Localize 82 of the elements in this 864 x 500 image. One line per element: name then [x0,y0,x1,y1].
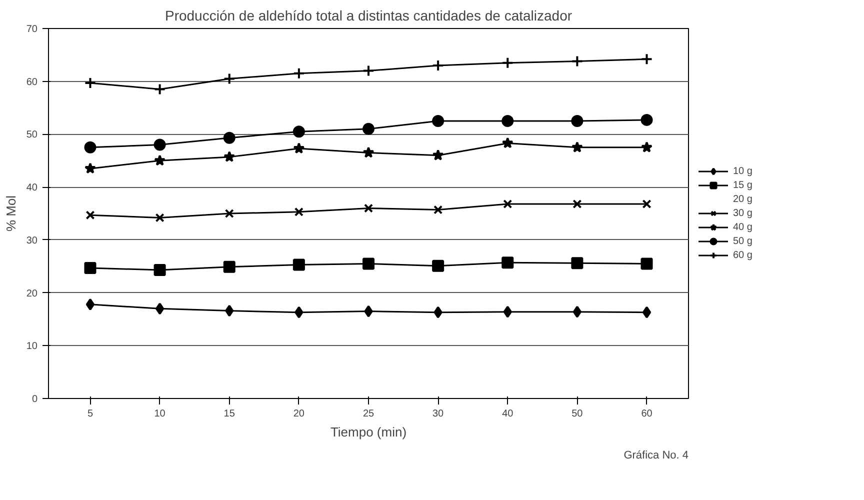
point [292,67,305,80]
point [640,53,653,66]
x-tick-label: 20 [293,408,305,420]
legend-label: 15 g [733,178,753,192]
point [432,149,444,160]
text: Gráfica No. 4 [624,450,689,462]
point [294,207,304,216]
point [571,55,584,68]
point [84,76,96,89]
point [223,132,236,144]
point [154,83,166,96]
point [642,199,652,209]
x-tick-label: 50 [572,408,584,420]
legend-label: 10 g [733,164,753,178]
point [572,306,582,318]
x-tick-label: 25 [362,408,374,420]
point [502,56,514,69]
point [155,302,164,315]
point [223,260,236,273]
point [432,260,444,272]
point [292,258,305,271]
point [571,141,583,152]
point [640,114,653,126]
point [571,257,584,270]
point [432,115,444,127]
y-tick-label: 50 [26,130,38,141]
y-tick-label: 30 [26,235,38,246]
point [364,305,373,318]
x-axis-title: Tiempo (min) [330,424,407,440]
point [434,306,442,318]
y-tick-label: 70 [26,24,38,35]
point [362,64,374,77]
point [432,60,444,72]
point [293,142,305,154]
point [641,141,653,152]
y-tick-label: 10 [26,341,38,352]
point [640,258,653,270]
legend-label: 50 g [733,234,753,248]
legend-label: 30 g [733,206,753,220]
y-axis-title: % Mol [3,195,18,232]
point [224,150,236,162]
point [502,137,514,148]
point [224,208,234,218]
point [572,199,582,209]
point [294,306,304,318]
point [84,162,96,174]
point [364,204,374,213]
chart-title: Producción de aldehído total a distintas cantidades de catalizador [164,8,572,24]
point [155,213,164,222]
point [502,256,514,269]
point [86,298,95,310]
point [84,141,96,154]
legend-label: 60 g [733,248,753,262]
point [84,262,96,274]
point [434,205,443,214]
point [571,115,584,127]
point [642,306,652,318]
x-tick-label: 5 [87,408,94,420]
point [362,122,374,135]
legend-label: 40 g [733,220,753,234]
y-tick-label: 60 [26,76,38,88]
point [503,199,512,209]
point [502,115,514,127]
y-tick-label: 20 [26,288,38,300]
text: 20 g [733,192,753,206]
x-tick-label: 60 [641,408,653,420]
point [362,258,374,270]
point [362,146,374,158]
point [223,72,236,85]
point [154,138,166,151]
x-tick-label: 40 [502,408,514,420]
x-tick-label: 30 [432,408,444,420]
point [154,154,166,166]
point [86,210,95,220]
y-tick-label: 0 [32,394,38,405]
point [154,264,166,276]
point [292,126,305,138]
point [503,306,512,318]
point [225,304,234,317]
x-tick-label: 10 [154,408,166,420]
x-tick-label: 15 [224,408,236,420]
y-tick-label: 40 [26,182,38,194]
